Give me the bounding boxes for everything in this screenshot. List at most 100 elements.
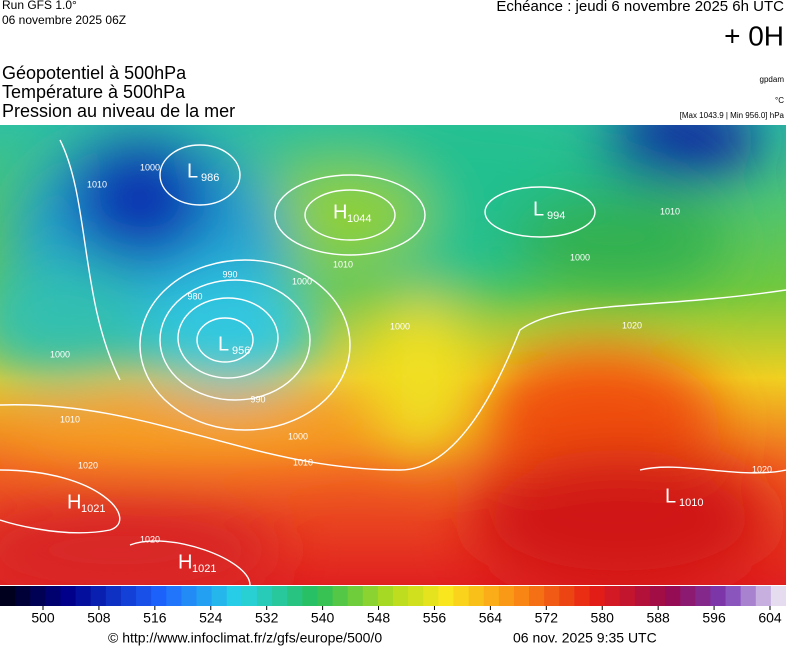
unit-label: °C [775,96,784,105]
colorbar-swatch [347,586,364,606]
colorbar-swatch [513,586,530,606]
colorbar-swatch [468,586,485,606]
isobar-label: 1000 [50,349,70,359]
colorbar-swatch [483,586,500,606]
center-value: 1021 [81,503,105,515]
colorbar-swatch [287,586,303,606]
colorbar-swatch [725,586,742,606]
colorbar-label: 580 [591,610,615,626]
colorbar-swatch [105,586,122,606]
colorbar-swatch [211,586,228,606]
field [0,125,786,585]
isobar-label: 1020 [622,320,642,330]
colorbar-swatch [241,586,258,606]
colorbar-swatch [423,586,439,606]
colorbar-swatch [256,586,273,606]
colorbar-label: 572 [535,610,559,626]
colorbar-swatch [196,586,213,606]
isobar-label: 1010 [660,206,680,216]
center-value: 986 [201,172,219,184]
colorbar-swatch [75,586,92,606]
colorbar-label: 548 [367,610,391,626]
source-link: © http://www.infoclimat.fr/z/gfs/europe/… [108,630,382,646]
center-letter: L [218,333,229,355]
forecast-time: Échéance : jeudi 6 novembre 2025 6h UTC [496,0,784,15]
isobar-label: 1010 [87,179,107,189]
colorbar-swatch [90,586,107,606]
isobar-label: 1000 [292,276,312,286]
center-value: 994 [547,210,565,222]
center-value: 1021 [192,563,216,575]
isobar-label: 1020 [78,460,98,470]
colorbar-label: 564 [479,610,503,626]
center-letter: L [533,198,544,220]
colorbar-label: 500 [31,610,55,626]
colorbar-swatch [45,586,61,606]
colorbar-swatch [30,586,46,606]
colorbar-swatch [181,586,197,606]
center-letter: H [67,491,81,513]
colorbar-swatch [332,586,349,606]
isobars [0,139,786,585]
field-title: Pression au niveau de la mer [2,101,235,121]
colorbar-swatch [408,586,424,606]
colorbar-swatch [589,586,606,606]
colorbar-swatch [136,586,152,606]
unit-label: [Max 1043.9 | Min 956.0] hPa [680,111,785,120]
isobar-label: 1010 [293,457,313,467]
colorbar-label: 516 [143,610,167,626]
isobar-label: 1000 [288,431,308,441]
colorbar-swatch [649,586,666,606]
colorbar-label: 596 [702,610,726,626]
unit-label: gpdam [760,75,785,84]
field-title: Température à 500hPa [2,82,186,102]
colorbar-swatch [226,586,243,606]
colorbar-swatch [559,586,575,606]
center-letter: H [178,551,192,573]
isobar-label: 1020 [752,464,772,474]
colorbar-swatch [60,586,77,606]
colorbar-swatch [529,586,545,606]
colorbar-swatch [710,586,727,606]
lead-time: + 0H [724,20,784,51]
colorbar-swatch [498,586,515,606]
center-value: 1044 [347,213,371,225]
colorbar-swatch [362,586,379,606]
colorbar-label: 524 [199,610,223,626]
colorbar-swatch [272,586,288,606]
colorbar-swatch [302,586,318,606]
colorbar-swatch [604,586,621,606]
colorbar-swatch [151,586,167,606]
center-letter: L [665,485,676,507]
center-value: 956 [232,345,250,357]
field-title: Géopotentiel à 500hPa [2,63,187,83]
colorbar-swatch [770,586,786,606]
run-date: 06 novembre 2025 06Z [2,13,126,27]
isobar-label: 1000 [140,162,160,172]
colorbar-label: 532 [255,610,279,626]
isobar-label: 1000 [570,252,590,262]
colorbar-swatch [544,586,560,606]
colorbar-swatch [680,586,696,606]
colorbar-swatch [15,586,31,606]
isobar-label: 990 [250,394,265,404]
colorbar-swatch [619,586,636,606]
center-letter: L [187,160,198,182]
colorbar-label: 556 [423,610,447,626]
colorbar-swatch [317,586,334,606]
colorbar-swatch [574,586,590,606]
isobar-label: 1020 [140,534,160,544]
isobar-label: 1010 [60,414,80,424]
colorbar-swatch [665,586,681,606]
isobar-label: 1010 [333,259,353,269]
colorbar-swatch [0,586,16,606]
generated-time: 06 nov. 2025 9:35 UTC [513,630,657,646]
colorbar-label: 508 [87,610,111,626]
colorbar-label: 588 [646,610,670,626]
isobar-label: 1000 [390,321,410,331]
colorbar-label: 604 [758,610,782,626]
colorbar-label: 540 [311,610,335,626]
colorbar-swatch [695,586,711,606]
